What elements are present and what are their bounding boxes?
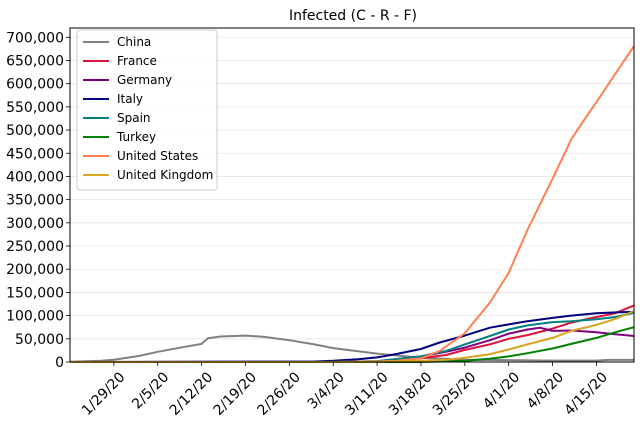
series-line	[69, 310, 635, 363]
y-tick-label: 350,000	[6, 193, 64, 209]
legend-label: China	[117, 35, 151, 49]
legend-label: United States	[117, 149, 198, 163]
plot-frame	[69, 27, 635, 363]
legend: China France Germany Italy Spain Turkey United…	[76, 29, 218, 191]
y-tick-label: 650,000	[6, 53, 64, 69]
y-tick-label: 400,000	[6, 169, 64, 185]
y-tick-label: 500,000	[6, 123, 64, 139]
y-tick-label: 100,000	[6, 309, 64, 325]
legend-box	[76, 29, 218, 191]
legend-label: Italy	[117, 92, 143, 106]
y-tick-label: 450,000	[6, 146, 64, 162]
legend-label: Spain	[117, 111, 151, 125]
series-line	[69, 334, 634, 363]
legend-label: Germany	[117, 73, 172, 87]
y-tick-label: 200,000	[6, 262, 64, 278]
y-tick-label: 700,000	[6, 30, 64, 46]
legend-label: Turkey	[116, 130, 156, 144]
y-tick-label: 0	[55, 355, 64, 371]
y-tick-label: 250,000	[6, 239, 64, 255]
series-lines	[69, 45, 635, 363]
y-tick-label: 150,000	[6, 285, 64, 301]
legend-label: France	[117, 54, 157, 68]
legend-label: United Kingdom	[117, 168, 213, 182]
y-tick-label: 50,000	[15, 332, 64, 348]
chart-title: Infected (C - R - F)	[289, 8, 417, 24]
y-tick-label: 550,000	[6, 100, 64, 116]
y-tick-label: 300,000	[6, 216, 64, 232]
y-tick-label: 600,000	[6, 77, 64, 93]
